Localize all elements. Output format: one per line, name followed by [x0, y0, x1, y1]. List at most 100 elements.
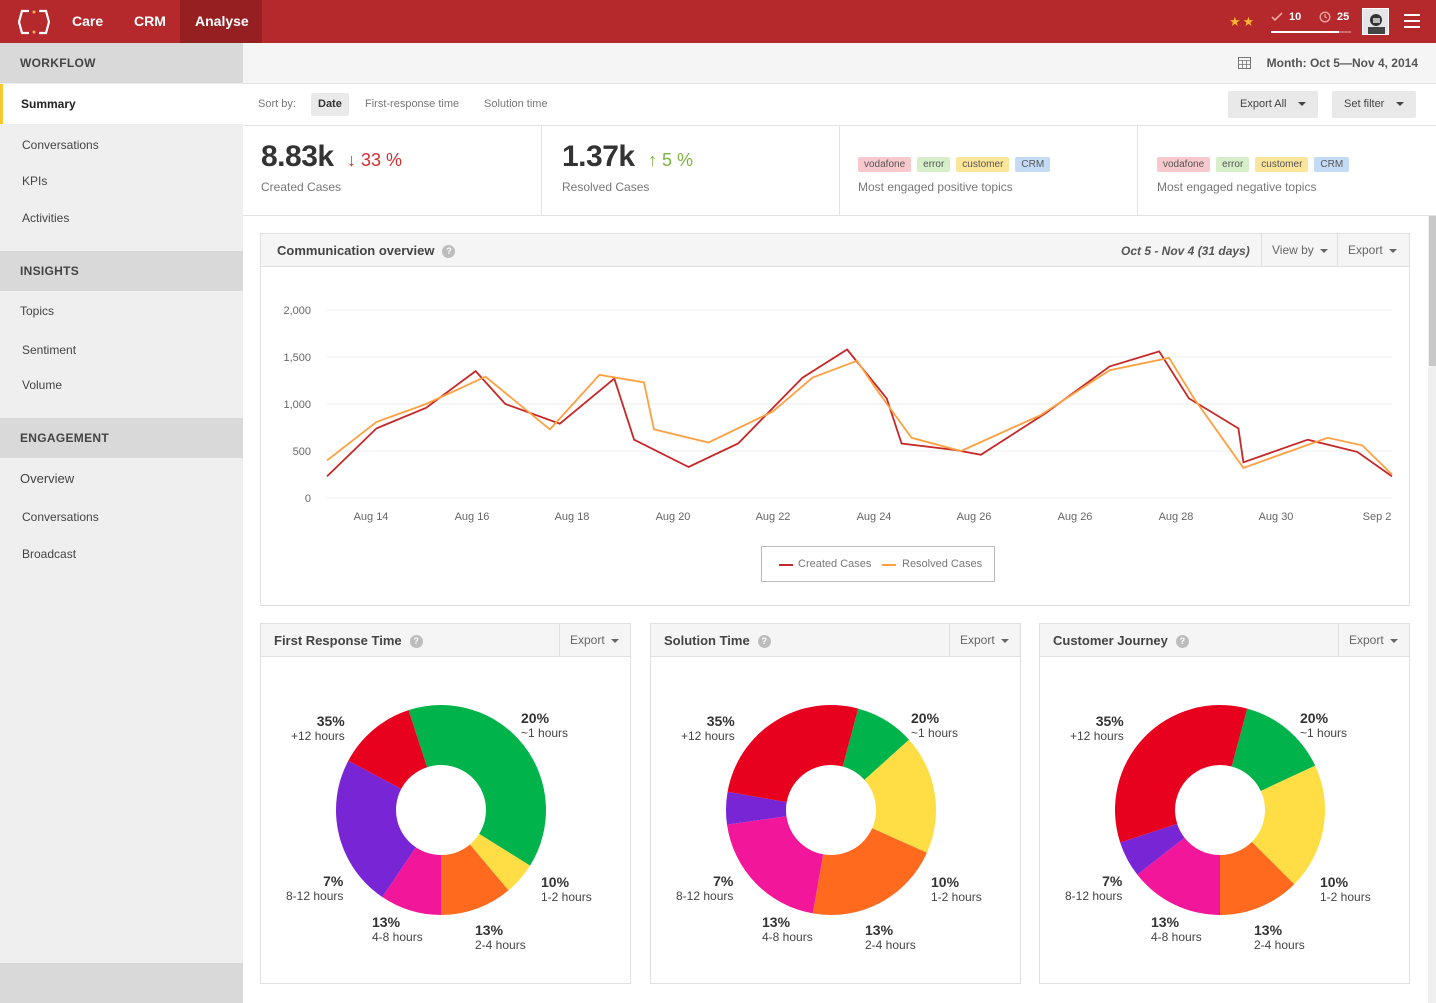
nav-crm[interactable]: CRM: [134, 13, 166, 29]
top-navbar: Care CRM Analyse ★★ 10 25: [0, 0, 1436, 43]
slice-range: 1-2 hours: [931, 890, 982, 904]
donut-slice[interactable]: [1251, 765, 1325, 885]
slice-label: 7% 8-12 hours: [1065, 874, 1122, 904]
slice-label: 13% 2-4 hours: [475, 923, 526, 953]
topic-tag[interactable]: vodafone: [1157, 157, 1211, 172]
slice-percent: 35%: [316, 713, 345, 729]
chevron-down-icon: [1319, 248, 1328, 253]
slice-range: 4-8 hours: [1151, 930, 1202, 944]
donut-slice[interactable]: [864, 739, 936, 853]
pie-export-button[interactable]: Export: [1338, 624, 1408, 657]
sidebar-item-topics[interactable]: Topics: [20, 304, 55, 318]
nav-analyse[interactable]: Analyse: [180, 0, 262, 43]
donut-slice[interactable]: [1137, 837, 1220, 915]
slice-range: 2-4 hours: [865, 938, 916, 952]
kpi-positive-label: Most engaged positive topics: [858, 180, 1013, 194]
slice-label: 7% 8-12 hours: [286, 874, 343, 904]
donut-slice[interactable]: [726, 791, 787, 825]
donut-slice[interactable]: [842, 708, 910, 780]
donut-slice[interactable]: [727, 705, 859, 803]
month-range[interactable]: Month: Oct 5—Nov 4, 2014: [1266, 56, 1418, 70]
slice-range: 8-12 hours: [286, 889, 344, 903]
sidebar-item-activities[interactable]: Activities: [22, 211, 70, 225]
sidebar-item-sentiment[interactable]: Sentiment: [22, 343, 77, 357]
scrollbar[interactable]: [1428, 216, 1436, 1003]
donut-slice[interactable]: [336, 760, 416, 898]
sidebar-item-volume[interactable]: Volume: [22, 378, 63, 392]
brand-logo-icon[interactable]: [18, 9, 50, 35]
donut-slice[interactable]: [408, 705, 546, 866]
x-tick-label: Aug 28: [1159, 511, 1194, 523]
avatar[interactable]: [1362, 8, 1389, 35]
solution-time-panel: Solution Time? Export 20% ~1 hours 10% 1-2 ho…: [650, 623, 1021, 984]
menu-icon[interactable]: [1404, 14, 1420, 28]
donut-slice[interactable]: [382, 847, 441, 915]
donut-slice[interactable]: [812, 828, 927, 915]
sidebar-item-broadcast[interactable]: Broadcast: [22, 547, 77, 561]
calendar-icon[interactable]: [1238, 56, 1251, 69]
set-filter-button[interactable]: Set filter: [1332, 91, 1417, 118]
help-icon[interactable]: ?: [442, 245, 456, 258]
slice-range: ~1 hours: [911, 726, 959, 740]
sort-date[interactable]: Date: [311, 93, 349, 116]
slice-label: 13% 4-8 hours: [762, 915, 813, 945]
export-all-button[interactable]: Export All: [1228, 91, 1319, 118]
sidebar-item-overview[interactable]: Overview: [20, 471, 75, 486]
view-by-label: View by: [1272, 243, 1314, 257]
donut-slice[interactable]: [1231, 708, 1316, 791]
topic-tag[interactable]: error: [1216, 157, 1250, 172]
help-icon[interactable]: ?: [1175, 635, 1189, 648]
donut-slice[interactable]: [727, 816, 824, 914]
help-icon[interactable]: ?: [757, 635, 771, 648]
slice-range: +12 hours: [291, 729, 345, 743]
sort-first-response[interactable]: First-response time: [365, 98, 460, 110]
topic-tag[interactable]: CRM: [1015, 157, 1051, 172]
legend-created-label[interactable]: Created Cases: [798, 558, 872, 570]
chevron-down-icon: [1388, 248, 1397, 253]
export-label: Export: [1349, 633, 1384, 647]
topic-tag[interactable]: customer: [1255, 157, 1309, 172]
x-tick-label: Aug 18: [555, 511, 590, 523]
donut-slice[interactable]: [1220, 841, 1295, 915]
overview-export-button[interactable]: Export: [1337, 234, 1407, 267]
topic-tag[interactable]: customer: [956, 157, 1010, 172]
checks-count: 10: [1289, 11, 1302, 23]
chevron-down-icon: [1000, 638, 1009, 643]
progress-fill: [1271, 31, 1339, 33]
topic-tag[interactable]: error: [917, 157, 951, 172]
y-tick-label: 1,000: [283, 399, 311, 411]
topic-tag[interactable]: vodafone: [858, 157, 912, 172]
sidebar-item-kpis[interactable]: KPIs: [22, 174, 48, 188]
panel-title-text: Customer Journey: [1053, 633, 1168, 648]
donut-slice[interactable]: [348, 710, 428, 789]
help-icon[interactable]: ?: [409, 635, 423, 648]
slice-label: 20% ~1 hours: [911, 711, 958, 741]
resolved-cases-line[interactable]: [326, 356, 1393, 476]
scrollbar-thumb[interactable]: [1429, 216, 1436, 366]
pie-export-button[interactable]: Export: [949, 624, 1019, 657]
topic-tag[interactable]: CRM: [1314, 157, 1350, 172]
slice-percent: 20%: [1300, 710, 1329, 726]
legend-resolved-label[interactable]: Resolved Cases: [902, 558, 983, 570]
customer-journey-panel: Customer Journey? Export 20% ~1 hours 10% 1-2…: [1039, 623, 1410, 984]
donut-slice[interactable]: [441, 844, 509, 915]
created-cases-line[interactable]: [326, 348, 1393, 478]
timer-icon: [1319, 11, 1331, 23]
export-label: Export: [570, 633, 605, 647]
donut-slice[interactable]: [1120, 823, 1185, 875]
slice-range: 1-2 hours: [1320, 890, 1371, 904]
sidebar-item-summary[interactable]: Summary: [0, 84, 243, 124]
donut-slice[interactable]: [1115, 705, 1248, 843]
legend-swatch-created: [779, 564, 793, 566]
slice-range: 4-8 hours: [762, 930, 813, 944]
sidebar-item-conversations[interactable]: Conversations: [22, 138, 99, 152]
sort-solution-time[interactable]: Solution time: [484, 98, 548, 110]
sidebar: WORKFLOW Summary Conversations KPIs Acti…: [0, 43, 243, 1003]
nav-care[interactable]: Care: [72, 13, 104, 29]
x-tick-label: Aug 26: [1058, 511, 1093, 523]
donut-slice[interactable]: [469, 833, 531, 891]
pie-export-button[interactable]: Export: [559, 624, 629, 657]
view-by-dropdown[interactable]: View by: [1261, 234, 1338, 267]
kpi-created: 8.83k ↓ 33 % Created Cases: [243, 126, 542, 216]
sidebar-item-engagement-conversations[interactable]: Conversations: [22, 510, 99, 524]
